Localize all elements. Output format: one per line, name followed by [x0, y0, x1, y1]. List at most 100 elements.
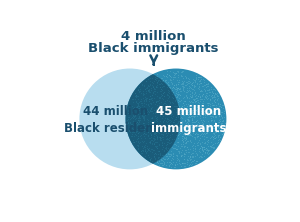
- Point: [218, 120, 222, 123]
- Point: [154, 133, 158, 137]
- Point: [180, 122, 184, 126]
- Point: [170, 157, 175, 161]
- Point: [155, 117, 160, 121]
- Point: [203, 132, 208, 136]
- Point: [193, 147, 198, 151]
- Point: [182, 151, 187, 154]
- Point: [143, 92, 148, 95]
- Point: [207, 89, 212, 92]
- Point: [166, 112, 170, 115]
- Point: [220, 119, 225, 123]
- Point: [160, 79, 164, 83]
- Point: [194, 153, 199, 157]
- Point: [205, 140, 209, 143]
- Point: [154, 85, 159, 89]
- Point: [188, 154, 193, 158]
- Point: [166, 82, 170, 85]
- Point: [159, 132, 164, 135]
- Point: [134, 95, 139, 98]
- Point: [128, 106, 133, 110]
- Point: [161, 150, 166, 153]
- Point: [154, 147, 159, 150]
- Point: [145, 113, 150, 116]
- Point: [152, 158, 157, 161]
- Point: [180, 131, 184, 134]
- Point: [132, 132, 137, 136]
- Point: [180, 70, 185, 74]
- Point: [153, 131, 158, 135]
- Point: [167, 147, 171, 151]
- Point: [180, 135, 184, 138]
- Point: [188, 109, 193, 112]
- Point: [140, 115, 144, 118]
- Point: [151, 122, 155, 125]
- Point: [137, 125, 142, 129]
- Point: [146, 110, 150, 113]
- Point: [136, 123, 140, 126]
- Point: [173, 111, 178, 114]
- Point: [149, 116, 154, 120]
- Point: [194, 160, 199, 163]
- Point: [176, 125, 181, 129]
- Point: [164, 69, 169, 73]
- Point: [151, 154, 156, 158]
- Point: [217, 114, 221, 118]
- Point: [128, 121, 133, 124]
- Point: [167, 128, 172, 132]
- Point: [134, 101, 139, 105]
- Point: [187, 106, 192, 109]
- Point: [136, 117, 140, 120]
- Point: [152, 109, 157, 112]
- Point: [211, 98, 216, 102]
- Point: [168, 146, 173, 149]
- Point: [128, 122, 133, 125]
- Point: [207, 109, 212, 113]
- Point: [170, 96, 175, 99]
- Point: [194, 114, 199, 117]
- Point: [147, 97, 152, 100]
- Point: [209, 93, 214, 97]
- Point: [175, 87, 180, 90]
- Point: [196, 121, 201, 125]
- Point: [154, 115, 159, 119]
- Point: [189, 119, 194, 122]
- Point: [138, 134, 143, 138]
- Point: [149, 93, 154, 96]
- Point: [139, 99, 144, 103]
- Point: [168, 89, 173, 93]
- Point: [167, 138, 171, 141]
- Point: [139, 136, 143, 140]
- Point: [182, 107, 187, 111]
- Point: [193, 99, 197, 103]
- Point: [138, 101, 143, 105]
- Point: [171, 104, 176, 108]
- Point: [153, 131, 158, 134]
- Point: [186, 125, 190, 129]
- Point: [214, 129, 219, 133]
- Point: [141, 140, 146, 143]
- Point: [173, 122, 178, 126]
- Point: [160, 153, 165, 157]
- Point: [147, 132, 152, 135]
- Point: [146, 83, 150, 87]
- Point: [148, 109, 153, 112]
- Point: [217, 114, 221, 117]
- Point: [136, 104, 141, 108]
- Point: [162, 99, 167, 103]
- Point: [130, 113, 135, 117]
- Point: [217, 133, 221, 136]
- Point: [158, 153, 163, 156]
- Point: [195, 107, 200, 111]
- Point: [138, 87, 143, 91]
- Point: [153, 89, 158, 93]
- Point: [134, 120, 139, 124]
- Point: [160, 161, 165, 165]
- Point: [204, 88, 209, 91]
- Point: [175, 92, 179, 96]
- Point: [164, 137, 169, 141]
- Point: [213, 129, 218, 132]
- Point: [133, 94, 137, 98]
- Point: [190, 108, 195, 111]
- Point: [206, 141, 211, 144]
- Point: [176, 98, 181, 102]
